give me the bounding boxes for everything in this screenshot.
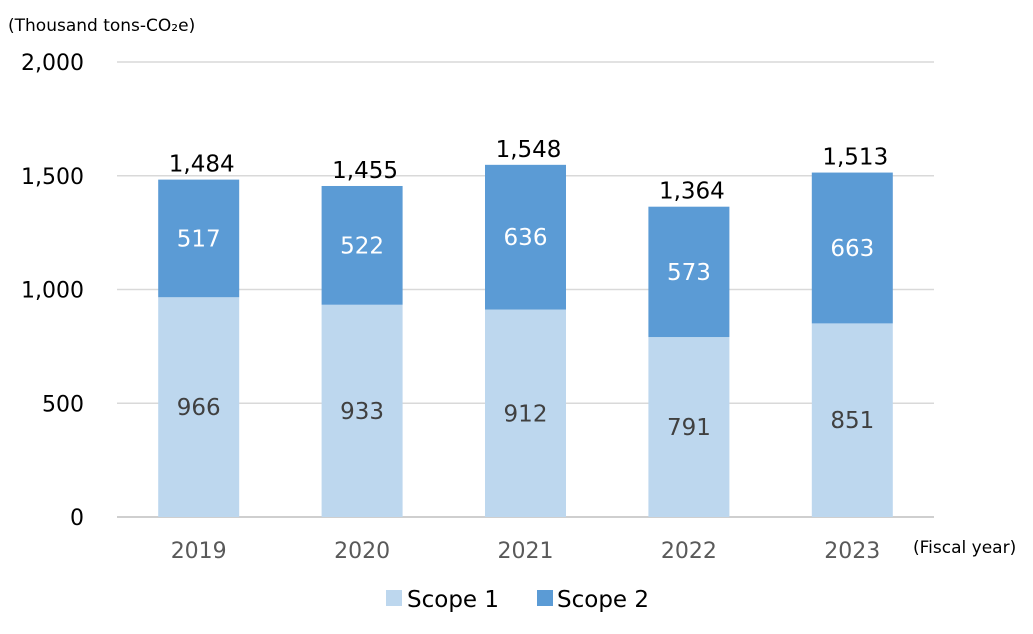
bar-scope-1 <box>485 309 566 517</box>
bar-scope-2 <box>648 206 730 338</box>
x-axis-unit-label: (Fiscal year) <box>913 538 1016 558</box>
legend-label-scope-1: Scope 1 <box>407 587 499 613</box>
total-label: 1,484 <box>169 152 235 178</box>
data-label-scope-2: 573 <box>667 260 711 286</box>
bar-scope-2 <box>321 185 403 305</box>
y-axis-ticks: 0 500 1,000 1,500 2,000 <box>21 51 84 531</box>
data-label-scope-2: 663 <box>830 236 874 262</box>
bar-scope-1 <box>811 323 893 517</box>
y-tick-label: 2,000 <box>21 51 84 76</box>
x-axis-ticks: 2019 2020 2021 2022 2023 <box>171 539 881 564</box>
data-label-scope-2: 636 <box>504 225 548 251</box>
data-label-scope-1: 851 <box>830 408 874 434</box>
data-label-scope-1: 791 <box>667 415 711 441</box>
total-label: 1,455 <box>332 158 398 184</box>
y-tick-label: 1,500 <box>21 165 84 190</box>
y-tick-label: 500 <box>42 392 84 417</box>
legend-swatch-scope-2 <box>537 590 553 606</box>
legend: Scope 1 Scope 2 <box>386 587 649 613</box>
bar-scope-2 <box>158 179 240 298</box>
total-label: 1,364 <box>659 179 725 205</box>
x-tick-label: 2019 <box>171 539 227 564</box>
y-tick-label: 1,000 <box>21 279 84 304</box>
data-label-scope-2: 522 <box>340 233 384 259</box>
total-label: 1,548 <box>496 137 562 163</box>
total-label: 1,513 <box>822 145 888 171</box>
bars: 966 517 1,484 933 522 1,455 912 636 1,548 791 573 1… <box>158 137 893 517</box>
x-tick-label: 2020 <box>334 539 390 564</box>
bar-scope-1 <box>321 304 403 517</box>
data-label-scope-1: 966 <box>177 395 221 421</box>
x-tick-label: 2023 <box>824 539 880 564</box>
legend-swatch-scope-1 <box>386 590 402 606</box>
bar-scope-1 <box>158 297 240 517</box>
bar-scope-2 <box>485 164 566 310</box>
x-tick-label: 2022 <box>661 539 717 564</box>
data-label-scope-1: 933 <box>340 399 384 425</box>
bar-scope-1 <box>648 337 730 517</box>
data-label-scope-2: 517 <box>177 226 221 252</box>
x-tick-label: 2021 <box>498 539 554 564</box>
y-tick-label: 0 <box>70 506 84 531</box>
bar-scope-2 <box>811 172 893 324</box>
legend-label-scope-2: Scope 2 <box>557 587 649 613</box>
y-axis-unit-label: (Thousand tons-CO₂e) <box>8 16 195 36</box>
data-label-scope-1: 912 <box>504 401 548 427</box>
